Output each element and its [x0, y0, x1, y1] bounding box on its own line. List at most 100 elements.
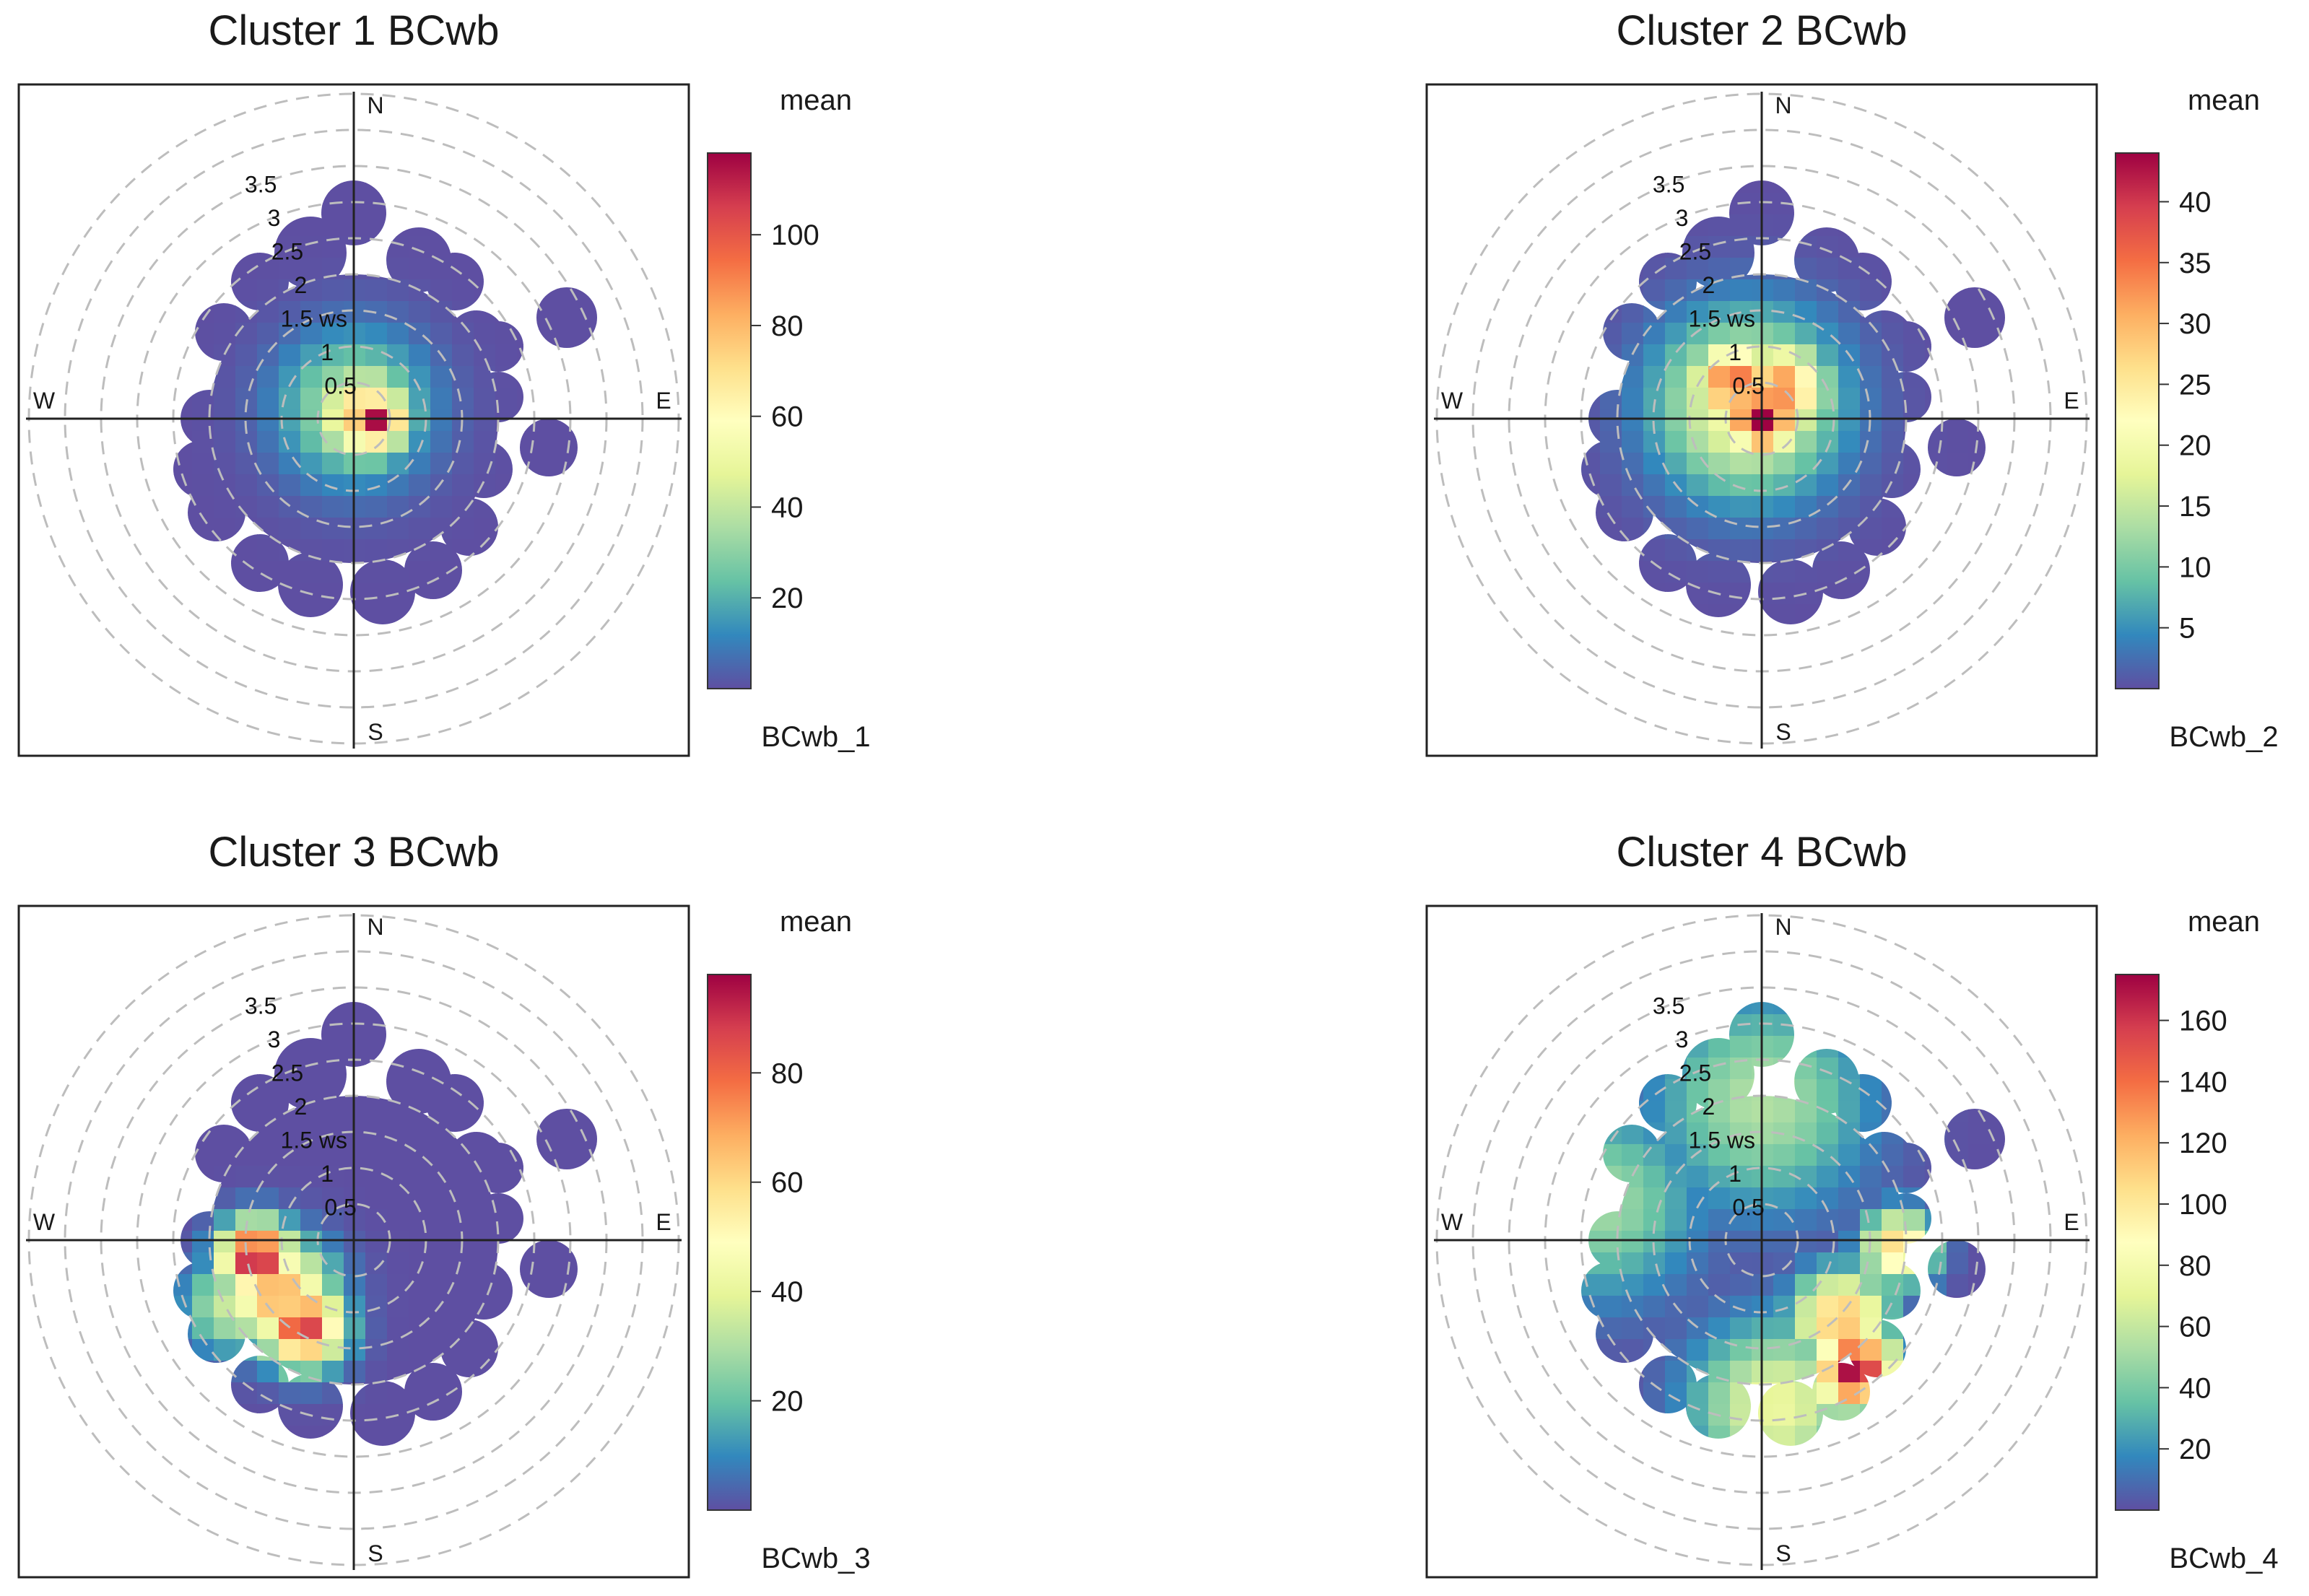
- heat-cell: [149, 1426, 171, 1448]
- heat-cell: [1947, 1317, 1969, 1340]
- heat-cell: [474, 1274, 496, 1296]
- heat-cell: [387, 561, 409, 583]
- heat-cell: [1578, 1447, 1601, 1470]
- heat-cell: [300, 1209, 323, 1231]
- heat-cell: [322, 1036, 344, 1058]
- heat-cell: [322, 1231, 344, 1253]
- heat-cell: [257, 928, 279, 950]
- radial-label: 2: [294, 272, 307, 298]
- heat-cell: [1643, 691, 1666, 713]
- heat-cell: [1903, 279, 1926, 302]
- heat-cell: [127, 1144, 149, 1167]
- heat-cell: [539, 518, 561, 540]
- heat-cell: [1968, 106, 1991, 128]
- heat-cell: [257, 971, 279, 993]
- panel-border: [17, 83, 690, 757]
- heat-cell: [1427, 1036, 1449, 1058]
- heat-cell: [214, 1317, 236, 1340]
- heat-cell: [495, 1166, 518, 1188]
- colorbar-tick-label: 60: [771, 1167, 804, 1199]
- heat-cell: [647, 1491, 669, 1513]
- heat-cell: [560, 84, 583, 107]
- heat-cell: [214, 323, 236, 345]
- heat-cell: [1990, 323, 2005, 345]
- heat-cell: [1557, 409, 1579, 432]
- heat-cell: [300, 928, 323, 950]
- heat-cell: [1795, 1002, 1817, 1015]
- heat-cell: [625, 128, 648, 150]
- heat-cell: [560, 906, 583, 928]
- heat-cell: [560, 1556, 583, 1578]
- heat-cell: [173, 604, 193, 624]
- heat-cell: [170, 1447, 193, 1470]
- heat-cell: [1730, 734, 1752, 756]
- heat-cell: [1557, 1317, 1579, 1340]
- heat-cell: [127, 474, 149, 497]
- heat-cell: [495, 1361, 518, 1383]
- heat-cell: [127, 1079, 149, 1102]
- heat-cell: [2055, 366, 2077, 388]
- heat-cell: [1882, 734, 1904, 756]
- heat-cell: [647, 1058, 669, 1080]
- heat-cell: [19, 1296, 41, 1318]
- heat-cell: [62, 734, 84, 756]
- heat-cell: [1557, 928, 1579, 950]
- heat-cell: [669, 1404, 691, 1426]
- heat-cell: [1838, 1209, 1861, 1231]
- heat-cell: [1448, 149, 1471, 172]
- heat-cell: [625, 236, 648, 258]
- heat-cell: [2012, 626, 2034, 648]
- heat-cell: [452, 474, 474, 497]
- heat-cell: [625, 1144, 648, 1167]
- heat-cell: [1622, 279, 1644, 302]
- heat-cell: [474, 1317, 496, 1340]
- heat-cell: [1513, 301, 1536, 323]
- heat-cell: [1795, 1101, 1817, 1123]
- heat-cell: [1427, 539, 1449, 562]
- colorbar-tick-label: 20: [2179, 430, 2212, 462]
- heat-cell: [1990, 84, 2012, 107]
- heat-cell: [214, 474, 236, 497]
- heat-cell: [452, 734, 474, 756]
- colorbar-tick-label: 40: [2179, 186, 2212, 218]
- heat-cell: [669, 258, 691, 280]
- heat-cell: [1535, 1469, 1557, 1491]
- heat-cell: [105, 171, 128, 193]
- heat-cell: [1817, 971, 1839, 993]
- heat-cell: [365, 1296, 388, 1318]
- heat-cell: [62, 669, 84, 692]
- heat-cell: [387, 669, 409, 692]
- heat-cell: [1903, 518, 1926, 540]
- heat-cell: [1581, 1317, 1601, 1340]
- heat-cell: [2012, 214, 2034, 237]
- radial-label: 1: [1729, 339, 1741, 365]
- heat-cell: [1990, 647, 2012, 670]
- heat-cell: [2077, 1556, 2099, 1578]
- heat-cell: [2055, 1144, 2077, 1167]
- heat-cell: [1687, 1144, 1709, 1167]
- heat-cell: [560, 128, 583, 150]
- heat-cell: [365, 1101, 388, 1123]
- heat-cell: [1817, 583, 1839, 605]
- heat-cell: [1795, 214, 1817, 237]
- heat-cell: [1427, 301, 1449, 323]
- heat-cell: [2077, 1317, 2099, 1340]
- heat-cell: [1947, 1058, 1969, 1080]
- colorbar-tick-label: 40: [771, 492, 804, 523]
- heat-cell: [1600, 1361, 1622, 1383]
- heat-cell: [517, 106, 539, 128]
- heat-cell: [40, 1556, 63, 1578]
- heat-cell: [105, 1361, 128, 1383]
- heat-cell: [1448, 1079, 1471, 1102]
- heat-cell: [279, 1404, 301, 1426]
- heat-cell: [105, 1512, 128, 1535]
- heat-cell: [647, 647, 669, 670]
- heat-cell: [1990, 344, 2005, 367]
- heat-cell: [19, 1404, 41, 1426]
- heat-cell: [1600, 258, 1622, 280]
- heat-cell: [669, 949, 691, 972]
- heat-cell: [1665, 1361, 1687, 1383]
- heat-cell: [669, 647, 691, 670]
- heat-cell: [539, 388, 561, 410]
- heat-cell: [1492, 344, 1514, 367]
